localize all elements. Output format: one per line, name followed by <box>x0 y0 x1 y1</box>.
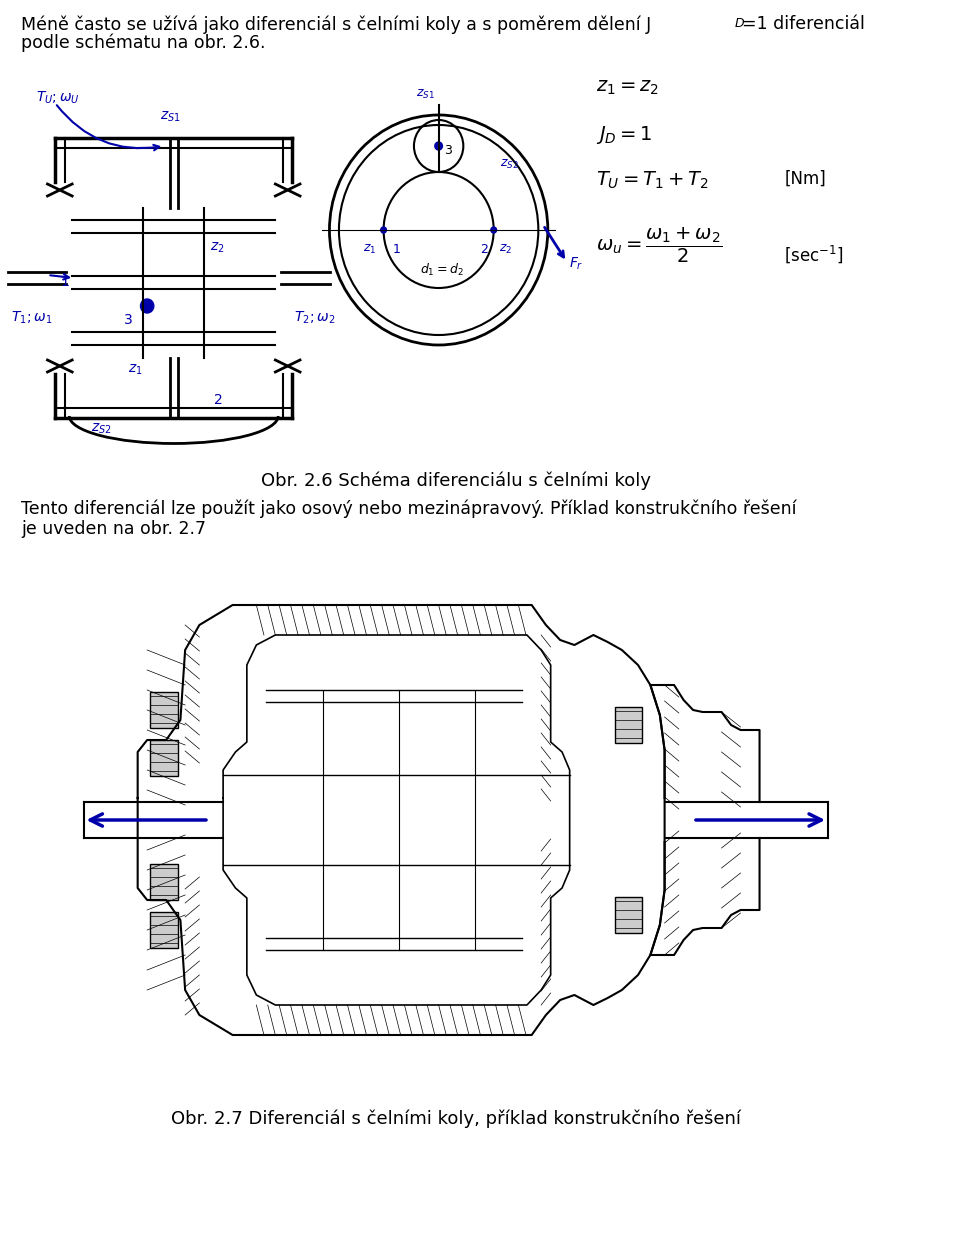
Text: $z_1$: $z_1$ <box>129 363 143 377</box>
Text: D: D <box>734 17 745 30</box>
Text: 1: 1 <box>60 275 69 289</box>
Text: $z_{S1}$: $z_{S1}$ <box>416 88 435 101</box>
Text: =1 diferenciál: =1 diferenciál <box>741 15 864 34</box>
Text: $[\mathrm{sec}^{-1}]$: $[\mathrm{sec}^{-1}]$ <box>784 243 844 265</box>
Text: Obr. 2.7 Diferenciál s čelními koly, příklad konstrukčního řešení: Obr. 2.7 Diferenciál s čelními koly, pří… <box>171 1110 741 1128</box>
Circle shape <box>381 226 387 233</box>
Circle shape <box>140 299 154 313</box>
Text: 3: 3 <box>125 313 133 327</box>
Text: $T_2 ; \omega_2$: $T_2 ; \omega_2$ <box>295 310 336 326</box>
Text: Obr. 2.6 Schéma diferenciálu s čelními koly: Obr. 2.6 Schéma diferenciálu s čelními k… <box>261 471 651 490</box>
Text: $d_1{=}d_2$: $d_1{=}d_2$ <box>420 262 464 279</box>
Text: Tento diferenciál lze použít jako osový nebo mezinápravový. Příklad konstrukčníh: Tento diferenciál lze použít jako osový … <box>21 500 797 519</box>
Text: $F_r$: $F_r$ <box>568 256 584 272</box>
Text: 2: 2 <box>214 393 223 407</box>
Text: je uveden na obr. 2.7: je uveden na obr. 2.7 <box>21 520 205 537</box>
Text: $z_1$: $z_1$ <box>363 243 376 256</box>
Bar <box>150 692 179 728</box>
Text: $T_U ; \omega_U$: $T_U ; \omega_U$ <box>36 90 80 107</box>
Text: $z_2$: $z_2$ <box>210 241 225 255</box>
Circle shape <box>435 142 443 151</box>
Text: $T_U = T_1 + T_2$: $T_U = T_1 + T_2$ <box>596 170 708 192</box>
Bar <box>615 707 642 743</box>
Bar <box>150 740 179 776</box>
Text: $z_1 = z_2$: $z_1 = z_2$ <box>596 78 660 97</box>
Text: 3: 3 <box>444 143 452 157</box>
Text: [Nm]: [Nm] <box>784 170 826 188</box>
Text: Méně často se užívá jako diferenciál s čelními koly a s poměrem dělení J: Méně často se užívá jako diferenciál s č… <box>21 15 651 34</box>
Text: $T_1 ; \omega_1$: $T_1 ; \omega_1$ <box>12 310 53 326</box>
Bar <box>150 865 179 899</box>
Circle shape <box>491 226 496 233</box>
Text: $z_{S2}$: $z_{S2}$ <box>500 158 519 172</box>
Text: $J_D = 1$: $J_D = 1$ <box>596 124 653 146</box>
Text: $z_{S2}$: $z_{S2}$ <box>91 422 112 437</box>
Text: $\omega_u = \dfrac{\omega_1 + \omega_2}{2}$: $\omega_u = \dfrac{\omega_1 + \omega_2}{… <box>596 226 723 265</box>
Text: $z_{S1}$: $z_{S1}$ <box>160 109 181 124</box>
Text: podle schématu na obr. 2.6.: podle schématu na obr. 2.6. <box>21 34 265 52</box>
Text: 2: 2 <box>480 243 489 256</box>
Bar <box>150 912 179 948</box>
Text: 1: 1 <box>393 243 401 256</box>
Bar <box>615 897 642 933</box>
Text: $z_2$: $z_2$ <box>499 243 513 256</box>
